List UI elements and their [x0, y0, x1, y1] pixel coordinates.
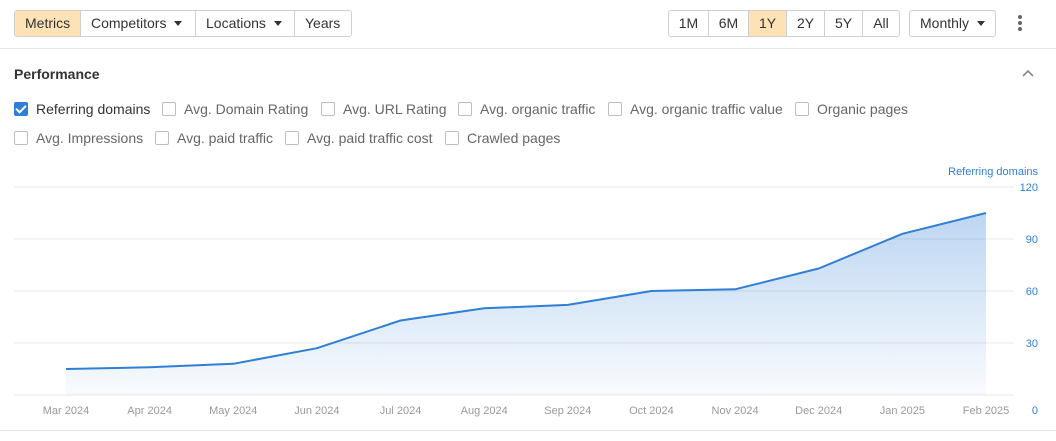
x-tick-label: May 2024 — [209, 405, 257, 417]
chevron-up-icon[interactable] — [1020, 66, 1036, 80]
chart-svg: Referring domains 120 90 60 30 0 Mar 2024 Apr 2… — [14, 166, 1038, 417]
chevron-down-icon — [977, 20, 986, 26]
metric-avg-organic-traffic-value[interactable]: Avg. organic traffic value — [608, 100, 808, 118]
competitors-button-label: Competitors — [91, 15, 167, 31]
range-2y-button[interactable]: 2Y — [787, 11, 825, 36]
x-tick-label: Aug 2024 — [461, 405, 508, 417]
panel-title: Performance — [14, 66, 100, 82]
y-tick-label: 90 — [1026, 234, 1038, 246]
metrics-button-group: Metrics Competitors Locations Years — [14, 10, 352, 37]
checkbox[interactable] — [321, 102, 335, 116]
series-area — [66, 213, 986, 395]
y-tick-label: 120 — [1020, 182, 1038, 194]
years-button-label: Years — [305, 15, 341, 31]
metric-organic-pages[interactable]: Organic pages — [795, 100, 995, 118]
range-5y-button[interactable]: 5Y — [825, 11, 863, 36]
x-tick-label: Feb 2025 — [963, 405, 1009, 417]
checkbox[interactable] — [162, 102, 176, 116]
checkbox[interactable] — [795, 102, 809, 116]
checkbox[interactable] — [285, 131, 299, 145]
chart-toolbar: Metrics Competitors Locations Years 1M 6M 1Y 2… — [0, 0, 1056, 49]
years-button[interactable]: Years — [295, 11, 351, 36]
metric-avg-url-rating[interactable]: Avg. URL Rating — [321, 100, 521, 118]
locations-button-label: Locations — [206, 15, 266, 31]
y-tick-label: 30 — [1026, 338, 1038, 350]
metric-label: Avg. URL Rating — [343, 101, 447, 117]
x-tick-label: Jun 2024 — [294, 405, 339, 417]
metric-label: Referring domains — [36, 101, 151, 117]
metric-referring-domains[interactable]: Referring domains — [14, 100, 214, 118]
metric-avg-paid-traffic-cost[interactable]: Avg. paid traffic cost — [285, 129, 485, 147]
metrics-button[interactable]: Metrics — [15, 11, 81, 36]
x-tick-label: Jan 2025 — [880, 405, 925, 417]
range-1y-button[interactable]: 1Y — [749, 11, 787, 36]
performance-chart: Referring domains 120 90 60 30 0 Mar 2024 Apr 2… — [0, 160, 1056, 430]
metric-label: Avg. organic traffic value — [630, 101, 783, 117]
date-range-group: 1M 6M 1Y 2Y 5Y All — [668, 10, 900, 37]
metric-label: Avg. Impressions — [36, 130, 144, 146]
metric-label: Crawled pages — [467, 130, 561, 146]
metric-avg-paid-traffic[interactable]: Avg. paid traffic — [155, 129, 355, 147]
divider — [0, 430, 1056, 431]
metric-avg-impressions[interactable]: Avg. Impressions — [14, 129, 214, 147]
metric-avg-organic-traffic[interactable]: Avg. organic traffic — [458, 100, 658, 118]
x-tick-label: Jul 2024 — [380, 405, 422, 417]
competitors-button[interactable]: Competitors — [81, 11, 196, 36]
y-tick-label: 60 — [1026, 286, 1038, 298]
chevron-down-icon — [174, 20, 183, 26]
x-tick-label: Mar 2024 — [43, 405, 89, 417]
interval-label: Monthly — [920, 15, 970, 31]
x-tick-label: Nov 2024 — [712, 405, 759, 417]
metric-avg-domain-rating[interactable]: Avg. Domain Rating — [162, 100, 362, 118]
checkbox[interactable] — [14, 102, 28, 116]
x-tick-label: Apr 2024 — [127, 405, 172, 417]
axis-series-label: Referring domains — [948, 166, 1038, 178]
checkbox[interactable] — [445, 131, 459, 145]
range-1m-button[interactable]: 1M — [669, 11, 709, 36]
interval-dropdown[interactable]: Monthly — [909, 10, 997, 37]
metric-crawled-pages[interactable]: Crawled pages — [445, 129, 645, 147]
locations-button[interactable]: Locations — [196, 11, 295, 36]
x-tick-label: Oct 2024 — [629, 405, 674, 417]
x-tick-label: Sep 2024 — [544, 405, 591, 417]
checkbox[interactable] — [14, 131, 28, 145]
more-vertical-icon[interactable] — [1012, 13, 1026, 33]
metric-label: Organic pages — [817, 101, 909, 117]
checkbox[interactable] — [155, 131, 169, 145]
metric-label: Avg. organic traffic — [480, 101, 596, 117]
metric-label: Avg. paid traffic cost — [307, 130, 433, 146]
checkbox[interactable] — [608, 102, 622, 116]
series-line — [65, 212, 987, 370]
x-tick-label: Dec 2024 — [795, 405, 842, 417]
range-6m-button[interactable]: 6M — [709, 11, 749, 36]
metric-label: Avg. Domain Rating — [184, 101, 309, 117]
metric-label: Avg. paid traffic — [177, 130, 273, 146]
range-all-button[interactable]: All — [863, 11, 899, 36]
y-tick-label: 0 — [1032, 405, 1038, 417]
metrics-button-label: Metrics — [25, 15, 71, 31]
checkbox[interactable] — [458, 102, 472, 116]
chevron-down-icon — [273, 20, 282, 26]
